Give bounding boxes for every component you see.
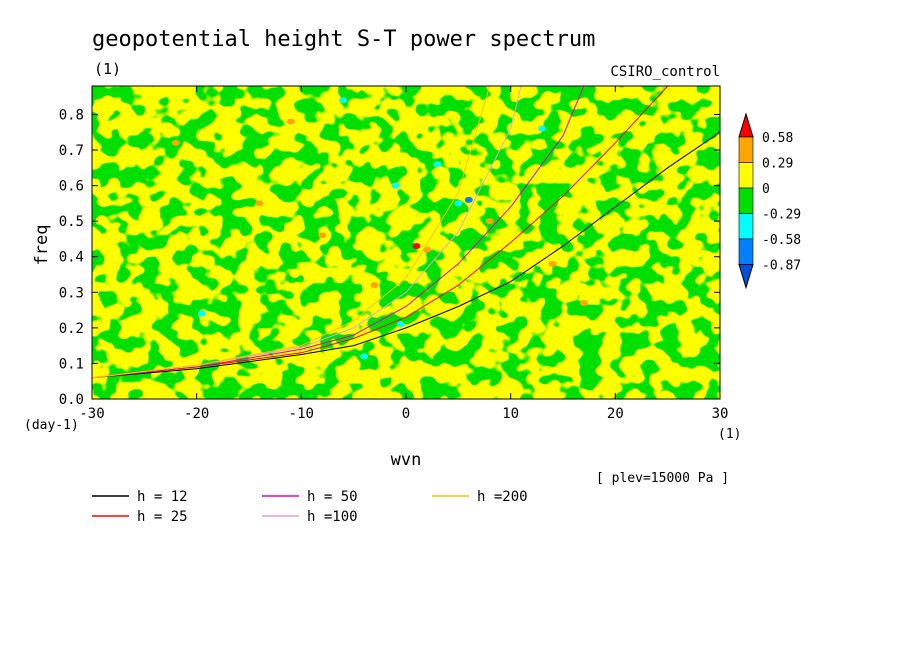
colorbar-label: -0.29: [762, 208, 801, 223]
anomaly-spot: [197, 310, 206, 317]
y-tick-label: 0.6: [59, 179, 84, 195]
anomaly-spot: [318, 232, 327, 239]
anomaly-spot: [485, 218, 494, 225]
units-label: (1): [94, 60, 121, 78]
legend: h = 12 h = 25 h = 50 h =100 h =200: [92, 489, 528, 525]
dispersion-curve: [92, 131, 720, 379]
legend-label: h =100: [307, 509, 358, 525]
legend-label: h = 12: [137, 489, 188, 505]
x-unit-label: (1): [718, 427, 741, 442]
chart-title: geopotential height S-T power spectrum: [92, 27, 595, 52]
field-negative: [92, 86, 720, 399]
x-tick-label: -20: [184, 406, 209, 422]
y-tick-label: 0.7: [59, 143, 84, 159]
plot-area: [91, 85, 721, 400]
colorbar-label: 0: [762, 182, 770, 197]
x-tick-label: 10: [502, 406, 519, 422]
y-tick-label: 0.0: [59, 392, 84, 408]
x-tick-label: 0: [402, 406, 410, 422]
colorbar-label: 0.29: [762, 157, 793, 172]
anomaly-spot: [286, 118, 295, 125]
y-tick-label: 0.8: [59, 107, 84, 123]
anomaly-spot: [433, 161, 442, 168]
y-tick-label: 0.2: [59, 321, 84, 337]
x-tick-label: 30: [712, 406, 729, 422]
anomaly-spot: [464, 196, 473, 203]
dispersion-curve: [92, 86, 669, 379]
y-tick-label: 0.1: [59, 356, 84, 372]
y-tick-label: 0.3: [59, 285, 84, 301]
anomaly-spot: [538, 125, 547, 132]
anomaly-spot: [422, 246, 431, 253]
y-tick-label: 0.4: [59, 250, 84, 266]
colorbar-label: 0.58: [762, 131, 793, 146]
colorbar-label: -0.87: [762, 259, 801, 274]
legend-label: h = 50: [307, 489, 358, 505]
anomaly-spot: [454, 200, 463, 207]
y-unit-label: (day-1): [24, 418, 79, 433]
colorbar-band: [738, 136, 754, 163]
anomaly-spot: [396, 321, 405, 328]
anomaly-spot: [255, 200, 264, 207]
colorbar-band: [738, 238, 754, 265]
legend-label: h =200: [477, 489, 528, 505]
colorbar-arrow-top: [738, 112, 754, 138]
y-tick-label: 0.5: [59, 214, 84, 230]
colorbar-band: [738, 187, 754, 214]
anomaly-spot: [391, 182, 400, 189]
anomaly-spot: [412, 243, 421, 250]
legend-label: h = 25: [137, 509, 188, 525]
x-tick-label: 20: [607, 406, 624, 422]
y-axis-label: freq: [32, 225, 52, 266]
x-axis-label: wvn: [391, 450, 422, 470]
anomaly-spot: [360, 353, 369, 360]
anomaly-spot: [579, 299, 588, 306]
run-label: CSIRO_control: [610, 64, 720, 80]
colorbar-band: [738, 213, 754, 240]
colorbar: 0.58 0.29 0 -0.29 -0.58 -0.87: [738, 112, 801, 290]
dispersion-curve: [92, 86, 491, 379]
anomaly-spot: [339, 97, 348, 104]
colorbar-band: [738, 162, 754, 189]
anomaly-spot: [548, 260, 557, 267]
colorbar-label: -0.58: [762, 233, 801, 248]
level-label: [ plev=15000 Pa ]: [596, 471, 729, 486]
x-tick-label: -30: [79, 406, 104, 422]
x-tick-label: -10: [289, 406, 314, 422]
colorbar-arrow-bottom: [738, 264, 754, 290]
dispersion-curve: [92, 86, 585, 379]
anomaly-spot: [370, 282, 379, 289]
anomaly-spot: [171, 139, 180, 146]
